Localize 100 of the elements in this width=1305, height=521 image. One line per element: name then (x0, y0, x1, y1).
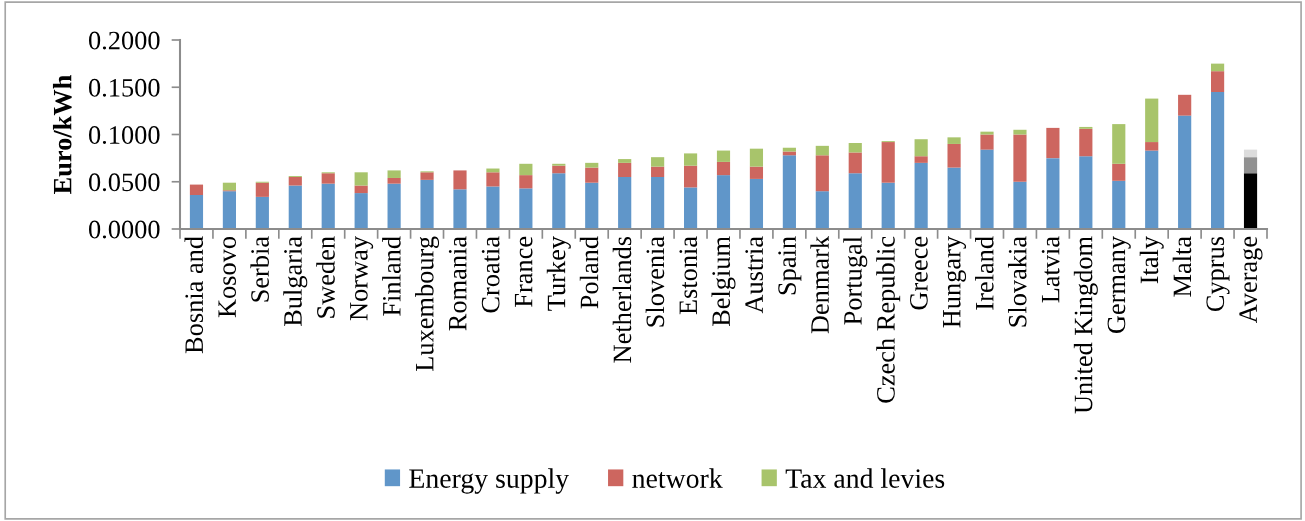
x-tick-label: Sweden (316, 236, 335, 318)
x-tick-label: Latvia (1041, 236, 1060, 303)
bar (1013, 134, 1027, 182)
bar (1079, 128, 1093, 157)
bar (716, 161, 731, 176)
bar (1243, 173, 1258, 229)
x-tick-label: Norway (350, 236, 374, 321)
x-tick-label: Malta (1172, 236, 1192, 297)
x-tick-label: Portugal (843, 236, 868, 325)
x-tick-label: Turkey (546, 236, 571, 311)
x-tick-label: Germany (1107, 236, 1131, 334)
x-tick-label: Bosnia and (184, 236, 204, 354)
bar (1178, 115, 1192, 229)
x-tick-label: Kosovo (218, 236, 237, 318)
bar (980, 134, 994, 150)
bar (618, 159, 632, 163)
bar (914, 139, 928, 157)
bar (651, 157, 665, 167)
x-tick-label: Bulgaria (283, 236, 308, 327)
x-tick-label: Netherlands (612, 236, 632, 363)
bar (716, 175, 731, 229)
bar (453, 170, 467, 190)
bar (387, 177, 401, 184)
bar (683, 153, 698, 166)
bar (1112, 180, 1126, 229)
x-tick-label: Slovenia (645, 236, 665, 327)
bar (848, 152, 862, 174)
bar (453, 189, 467, 229)
y-tick-label: 0.1500 (88, 78, 160, 97)
bar (749, 178, 764, 229)
x-tick-label: France (514, 236, 533, 307)
x-tick-label: Spain (778, 236, 802, 295)
bar (519, 188, 533, 229)
bar (387, 170, 401, 178)
x-tick-label: Greece (910, 236, 928, 310)
x-tick-label: Estonia (679, 236, 698, 315)
x-tick-label: Hungary (943, 236, 967, 328)
bar (288, 185, 302, 229)
bar (1145, 98, 1159, 143)
bar (1046, 158, 1060, 229)
legend-label: Energy supply (409, 468, 570, 494)
bar (848, 173, 862, 229)
y-tick-label: 0.0500 (88, 173, 160, 192)
bar (189, 194, 204, 229)
bar (881, 182, 895, 229)
bar (189, 184, 204, 195)
bar (1243, 149, 1258, 158)
bar (1112, 124, 1126, 164)
bar (947, 167, 961, 229)
bar (1145, 142, 1159, 151)
y-axis-title: Euro/kWh (52, 75, 72, 194)
bar (782, 147, 796, 152)
legend-label: network (632, 468, 723, 488)
bar (354, 185, 368, 194)
bar (947, 137, 961, 144)
x-tick-label: Cyprus (1206, 236, 1230, 312)
x-tick-label: Austria (745, 236, 764, 314)
bar (848, 143, 862, 153)
bar (1211, 63, 1225, 72)
bar (651, 177, 665, 229)
bar (749, 166, 764, 179)
x-tick-label: Serbia (250, 236, 269, 302)
bar (420, 172, 434, 180)
bar (222, 191, 236, 229)
bar (552, 165, 566, 174)
x-tick-label: Croatia (481, 236, 500, 313)
bar (1079, 156, 1093, 229)
bar (354, 193, 368, 229)
bar (1243, 157, 1258, 174)
bar (1013, 129, 1027, 135)
bar (585, 167, 599, 183)
bar (815, 191, 829, 229)
bar (618, 162, 632, 178)
bar (1211, 91, 1225, 229)
bar (321, 173, 335, 184)
bar (881, 142, 895, 183)
bar (1046, 127, 1060, 159)
bar (420, 179, 434, 229)
bar (1211, 71, 1225, 92)
bar (222, 182, 236, 191)
bar (782, 155, 796, 229)
x-tick-label: Average (1239, 236, 1263, 324)
bar (1013, 181, 1027, 229)
bar (1178, 94, 1192, 116)
bar (387, 183, 401, 229)
bar (914, 162, 928, 229)
bar (651, 166, 665, 178)
bar (980, 149, 994, 229)
bar (618, 177, 632, 229)
bar (519, 175, 533, 189)
x-tick-label: Italy (1139, 236, 1164, 284)
bar (683, 165, 698, 188)
x-tick-label: Ireland (975, 236, 994, 310)
bar (947, 143, 961, 168)
x-tick-label: Denmark (810, 235, 829, 334)
bar (1112, 163, 1126, 181)
bar (255, 196, 269, 229)
bar (288, 177, 302, 186)
bar (815, 145, 829, 156)
x-tick-label: United Kingdom (1073, 236, 1098, 414)
